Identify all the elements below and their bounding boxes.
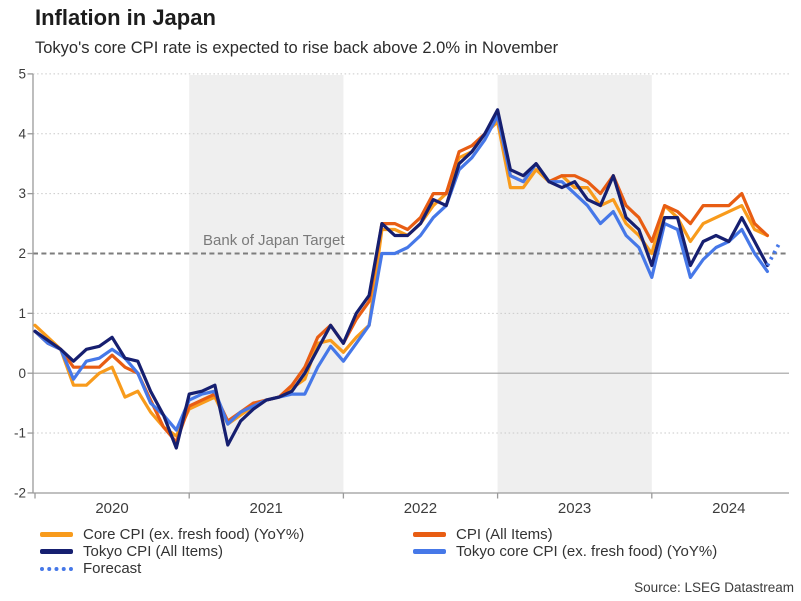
legend-label: CPI (All Items) <box>456 526 553 543</box>
y-tick-label: 2 <box>18 246 26 261</box>
year-band-2021 <box>189 75 344 493</box>
series-line-cpi-all <box>33 114 770 444</box>
x-tick-label-2024: 2024 <box>712 500 745 517</box>
legend-label: Tokyo CPI (All Items) <box>83 543 224 560</box>
y-tick-label: -2 <box>14 486 26 501</box>
series-line-tokyo-cpi <box>33 108 770 450</box>
x-tick-label-2020: 2020 <box>95 500 128 517</box>
source-credit: Source: LSEG Datastream <box>634 580 794 595</box>
legend-label: Tokyo core CPI (ex. fresh food) (YoY%) <box>456 543 718 560</box>
y-tick-label: 1 <box>18 306 26 321</box>
legend-column-2: CPI (All Items) Tokyo core CPI (ex. fres… <box>413 526 717 560</box>
legend-label: Core CPI (ex. fresh food) (YoY%) <box>83 526 305 543</box>
forecast-dotted-swatch <box>40 566 73 571</box>
core-cpi-line-swatch <box>40 532 73 537</box>
tokyo-cpi-line-swatch <box>40 549 73 554</box>
tokyo-core-line-swatch <box>413 549 446 554</box>
x-tick-label-2021: 2021 <box>250 500 283 517</box>
x-tick-label-2022: 2022 <box>404 500 437 517</box>
legend-item-forecast: Forecast <box>40 560 304 577</box>
x-tick-label-2023: 2023 <box>558 500 591 517</box>
chart-subtitle: Tokyo's core CPI rate is expected to ris… <box>35 39 559 57</box>
legend-label: Forecast <box>83 560 142 577</box>
legend-item-tokyo-cpi: Tokyo CPI (All Items) <box>40 543 304 560</box>
chart-title: Inflation in Japan <box>35 5 216 30</box>
legend-item-cpi-all: CPI (All Items) <box>413 526 717 543</box>
cpi-all-line-swatch <box>413 532 446 537</box>
y-tick-label: 5 <box>18 67 26 82</box>
legend-item-core-cpi: Core CPI (ex. fresh food) (YoY%) <box>40 526 304 543</box>
series-line-forecast <box>765 240 782 267</box>
y-tick-label: 3 <box>18 186 26 201</box>
y-tick-label: 0 <box>18 366 26 381</box>
y-tick-label: 4 <box>18 126 26 141</box>
boj-target-label: Bank of Japan Target <box>203 232 345 249</box>
series-line-tokyo-core <box>33 114 770 432</box>
legend-column-1: Core CPI (ex. fresh food) (YoY%) Tokyo C… <box>40 526 304 577</box>
y-tick-label: -1 <box>14 426 26 441</box>
legend-item-tokyo-core: Tokyo core CPI (ex. fresh food) (YoY%) <box>413 543 717 560</box>
year-band-2023 <box>497 75 652 493</box>
